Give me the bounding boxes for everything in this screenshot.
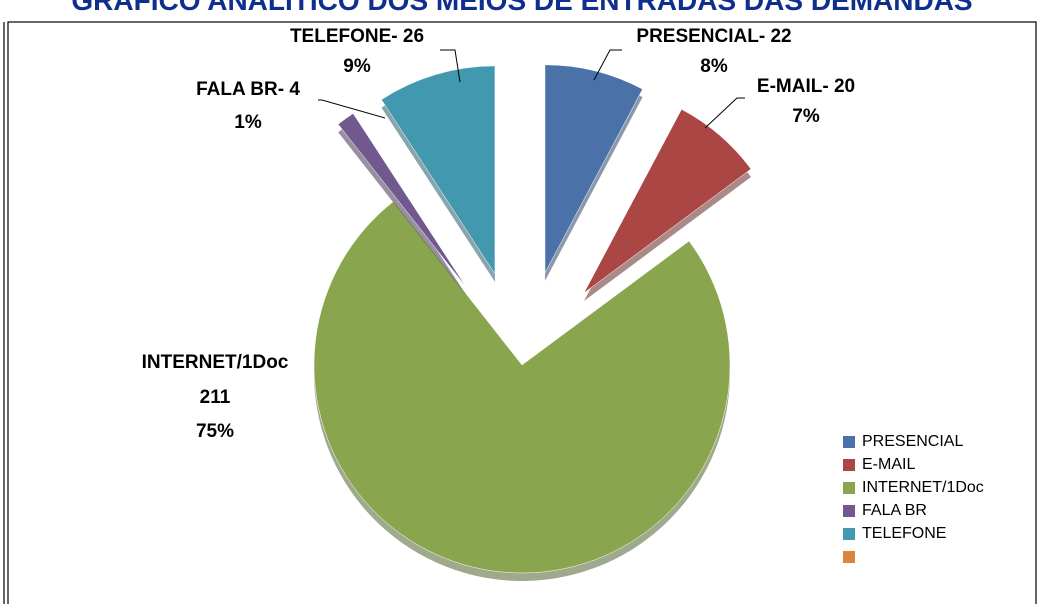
percent-label: 8% [700, 56, 728, 77]
pie-slice [544, 64, 643, 273]
pie-slice [583, 108, 752, 294]
legend-swatch [843, 482, 855, 494]
value-label: E-MAIL- 20 [757, 76, 855, 97]
percent-label: 1% [234, 112, 262, 133]
chart-title: GRÁFICO ANALÍTICO DOS MEIOS DE ENTRADAS … [71, 0, 972, 16]
percent-label: 75% [196, 421, 234, 442]
value-label: 211 [200, 387, 231, 408]
legend-swatch [843, 459, 855, 471]
leader-line [704, 97, 745, 129]
legend-swatch [843, 436, 855, 448]
legend-swatch [843, 551, 855, 563]
legend-label: FALA BR [862, 502, 927, 519]
legend-swatch [843, 528, 855, 540]
legend-label: INTERNET/1Doc [862, 479, 984, 496]
leader-line [318, 99, 386, 119]
percent-label: 9% [343, 56, 371, 77]
legend-label: E-MAIL [862, 456, 915, 473]
pie-slice [381, 65, 496, 275]
value-label: TELEFONE- 26 [290, 26, 424, 47]
legend-swatch [843, 505, 855, 517]
category-label: INTERNET/1Doc [142, 352, 289, 373]
percent-label: 7% [792, 106, 820, 127]
legend-label: PRESENCIAL [862, 433, 963, 450]
pie-slice [313, 201, 731, 574]
leader-line [440, 49, 461, 83]
legend-label: TELEFONE [862, 525, 946, 542]
leader-line [593, 49, 622, 81]
chart-frame [7, 21, 1037, 604]
value-label: PRESENCIAL- 22 [636, 26, 791, 47]
pie-slice [337, 113, 467, 288]
value-label: FALA BR- 4 [196, 79, 300, 100]
